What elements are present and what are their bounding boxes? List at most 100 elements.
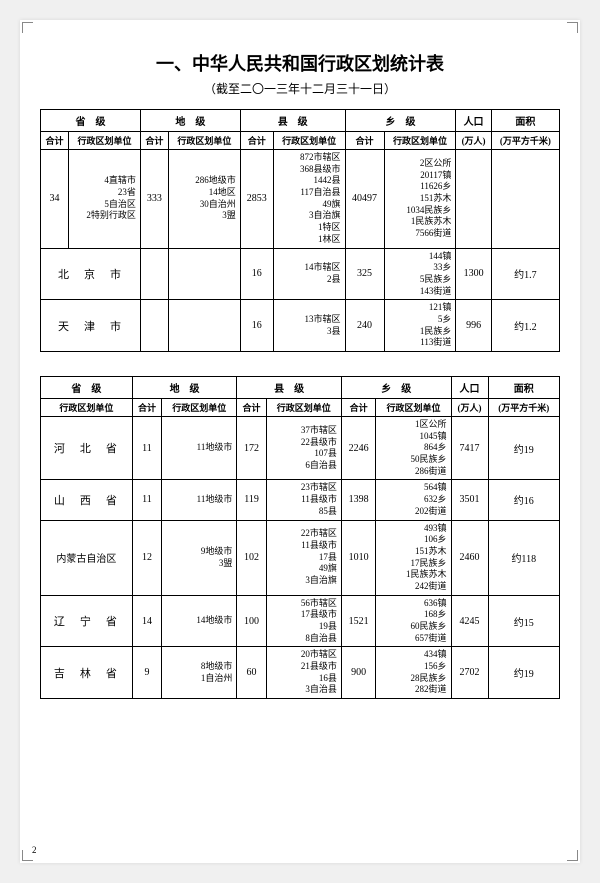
cell-county-unit: 14市辖区 2县 <box>273 248 345 300</box>
cell-area: 约19 <box>488 647 559 699</box>
cell-pop: 2460 <box>451 520 488 595</box>
cell-area: 约1.2 <box>491 300 559 352</box>
cell-town-heji: 900 <box>341 647 375 699</box>
hdr-heji: 合计 <box>132 399 161 417</box>
cell-pref-unit <box>168 300 240 352</box>
cell-town-unit: 636镇 168乡 60民族乡 657街道 <box>376 595 451 647</box>
stats-table-1: 省 级 地 级 县 级 乡 级 人口 面积 合计 行政区划单位 合计 行政区划单… <box>40 109 560 352</box>
table-row: 辽 宁 省1414地级市10056市辖区 17县级市 19县 8自治县15216… <box>41 595 560 647</box>
table-row: 吉 林 省98地级市 1自治州6020市辖区 21县级市 16县 3自治县900… <box>41 647 560 699</box>
cell-town-heji: 2246 <box>341 417 375 480</box>
document-page: 一、中华人民共和国行政区划统计表 （截至二〇一三年十二月三十一日） 省 级 地 … <box>20 20 580 863</box>
table-row: 北 京 市 1614市辖区 2县325144镇 33乡 5民族乡 143街道130… <box>41 248 560 300</box>
table-row: 山 西 省1111地级市11923市辖区 11县级市 85县1398564镇 6… <box>41 480 560 520</box>
hdr-heji: 合计 <box>240 132 273 150</box>
table-row: 天 津 市1613市辖区 3县240121镇 5乡 1民族乡 113街道996约… <box>41 300 560 352</box>
hdr-area-unit: (万平方千米) <box>491 132 559 150</box>
summary-row: 344直辖市 23省 5自治区 2特别行政区333286地级市 14地区 30自… <box>41 150 560 249</box>
cell-pop: 4245 <box>451 595 488 647</box>
cell-town-unit: 144镇 33乡 5民族乡 143街道 <box>384 248 456 300</box>
cell-pref-heji <box>140 300 168 352</box>
hdr-unit: 行政区划单位 <box>168 132 240 150</box>
cell-county-heji: 172 <box>237 417 266 480</box>
cell-county-heji: 119 <box>237 480 266 520</box>
cell-county-unit: 872市辖区 368县级市 1442县 117自治县 49旗 3自治旗 1特区 … <box>273 150 345 249</box>
hdr-pop-unit: (万人) <box>451 399 488 417</box>
cell-region-name: 北 京 市 <box>41 248 141 300</box>
cell-pref-heji: 11 <box>132 417 161 480</box>
hdr-county: 县 级 <box>240 110 345 132</box>
table-row: 内蒙古自治区129地级市 3盟10222市辖区 11县级市 17县 49旗 3自… <box>41 520 560 595</box>
hdr-prefecture: 地 级 <box>132 377 237 399</box>
cell-town-heji: 325 <box>345 248 384 300</box>
hdr-township: 乡 级 <box>345 110 456 132</box>
cell-county-unit: 22市辖区 11县级市 17县 49旗 3自治旗 <box>266 520 341 595</box>
cell-county-heji: 16 <box>240 300 273 352</box>
cell-area: 约16 <box>488 480 559 520</box>
crop-mark <box>22 22 33 33</box>
cell-region-name: 河 北 省 <box>41 417 133 480</box>
cell-town-unit: 1区公所 1045镇 864乡 50民族乡 286街道 <box>376 417 451 480</box>
cell-pref-unit <box>168 248 240 300</box>
cell-region-name: 吉 林 省 <box>41 647 133 699</box>
cell-pop: 7417 <box>451 417 488 480</box>
hdr-unit: 行政区划单位 <box>376 399 451 417</box>
hdr-unit: 行政区划单位 <box>162 399 237 417</box>
cell-area: 约15 <box>488 595 559 647</box>
hdr-unit: 行政区划单位 <box>266 399 341 417</box>
cell-region-name: 内蒙古自治区 <box>41 520 133 595</box>
cell-town-unit: 493镇 106乡 151苏木 17民族乡 1民族苏木 242街道 <box>376 520 451 595</box>
hdr-population: 人口 <box>456 110 491 132</box>
hdr-province: 省 级 <box>41 377 133 399</box>
cell-pref-heji: 11 <box>132 480 161 520</box>
hdr-township: 乡 级 <box>341 377 451 399</box>
cell-town-unit: 121镇 5乡 1民族乡 113街道 <box>384 300 456 352</box>
cell-county-heji: 100 <box>237 595 266 647</box>
cell-area: 约19 <box>488 417 559 480</box>
cell-county-unit: 20市辖区 21县级市 16县 3自治县 <box>266 647 341 699</box>
page-number: 2 <box>32 845 37 855</box>
cell-town-heji: 1398 <box>341 480 375 520</box>
cell-pref-heji: 14 <box>132 595 161 647</box>
hdr-prefecture: 地 级 <box>140 110 240 132</box>
cell-county-unit: 13市辖区 3县 <box>273 300 345 352</box>
cell-pref-unit: 11地级市 <box>162 480 237 520</box>
cell-pop: 996 <box>456 300 491 352</box>
cell-pop <box>456 150 491 249</box>
table-row: 河 北 省1111地级市17237市辖区 22县级市 107县 6自治县2246… <box>41 417 560 480</box>
cell-pop: 1300 <box>456 248 491 300</box>
cell-region-name: 天 津 市 <box>41 300 141 352</box>
hdr-heji: 合计 <box>41 132 69 150</box>
cell-town-heji: 40497 <box>345 150 384 249</box>
page-subtitle: （截至二〇一三年十二月三十一日） <box>40 80 560 97</box>
cell-pref-unit: 9地级市 3盟 <box>162 520 237 595</box>
cell-town-unit: 434镇 156乡 28民族乡 282街道 <box>376 647 451 699</box>
hdr-unit: 行政区划单位 <box>384 132 456 150</box>
hdr-pop-unit: (万人) <box>456 132 491 150</box>
page-title: 一、中华人民共和国行政区划统计表 <box>40 50 560 76</box>
cell-pref-unit: 286地级市 14地区 30自治州 3盟 <box>168 150 240 249</box>
cell-county-unit: 56市辖区 17县级市 19县 8自治县 <box>266 595 341 647</box>
cell-prov-unit: 4直辖市 23省 5自治区 2特别行政区 <box>69 150 141 249</box>
hdr-unit: 行政区划单位 <box>273 132 345 150</box>
cell-pop: 2702 <box>451 647 488 699</box>
cell-pref-unit: 11地级市 <box>162 417 237 480</box>
cell-pop: 3501 <box>451 480 488 520</box>
cell-county-heji: 60 <box>237 647 266 699</box>
cell-county-unit: 37市辖区 22县级市 107县 6自治县 <box>266 417 341 480</box>
hdr-population: 人口 <box>451 377 488 399</box>
cell-pref-unit: 8地级市 1自治州 <box>162 647 237 699</box>
hdr-area: 面积 <box>491 110 559 132</box>
stats-table-2: 省 级 地 级 县 级 乡 级 人口 面积 行政区划单位 合计 行政区划单位 合… <box>40 376 560 699</box>
hdr-area: 面积 <box>488 377 559 399</box>
hdr-county: 县 级 <box>237 377 342 399</box>
cell-county-heji: 102 <box>237 520 266 595</box>
hdr-province: 省 级 <box>41 110 141 132</box>
cell-pref-heji: 9 <box>132 647 161 699</box>
cell-county-heji: 16 <box>240 248 273 300</box>
hdr-heji: 合计 <box>237 399 266 417</box>
hdr-unit: 行政区划单位 <box>69 132 141 150</box>
cell-pref-heji: 333 <box>140 150 168 249</box>
cell-area: 约118 <box>488 520 559 595</box>
cell-county-unit: 23市辖区 11县级市 85县 <box>266 480 341 520</box>
